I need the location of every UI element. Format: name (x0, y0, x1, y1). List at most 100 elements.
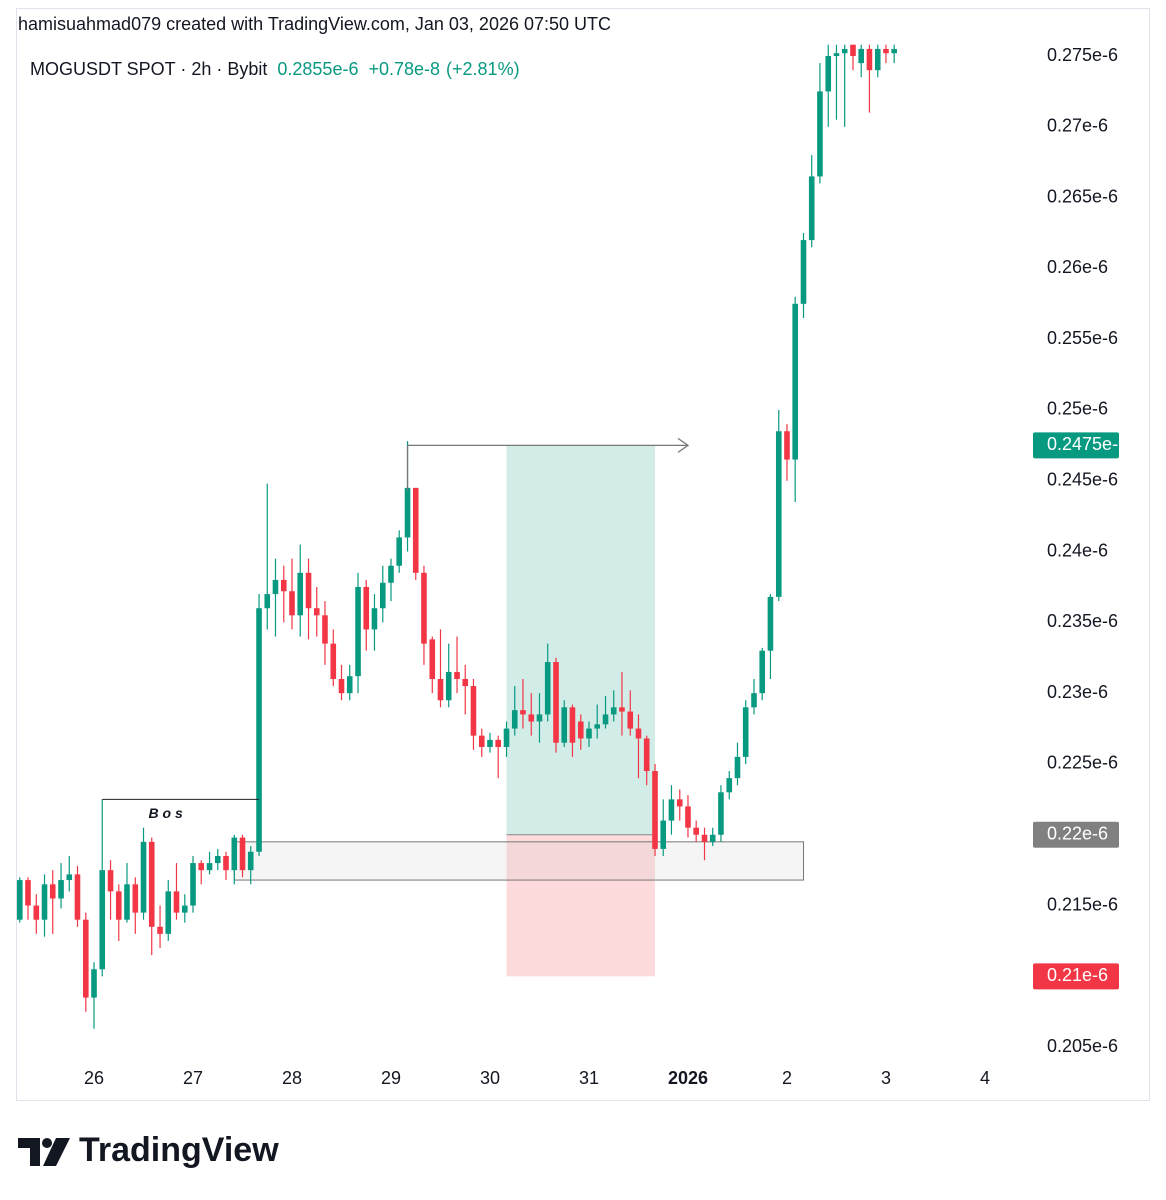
candle (445, 643, 452, 708)
candle-body (404, 487, 411, 538)
candle (569, 704, 576, 757)
candle (759, 647, 766, 701)
y-tick-label: 0.25e-6 (1047, 399, 1108, 419)
header: hamisuahmad079 created with TradingView.… (18, 14, 611, 34)
candle (792, 296, 798, 503)
candle (874, 44, 881, 78)
candle (536, 693, 543, 743)
candle-body (751, 693, 757, 708)
candle-body (528, 714, 535, 722)
candle (866, 44, 873, 113)
candle (396, 530, 403, 573)
candle-body (586, 728, 592, 739)
candle (124, 863, 130, 923)
candle-body (396, 537, 403, 566)
candle-body (561, 707, 568, 743)
candle-body (891, 48, 897, 54)
brand-logo (18, 1138, 70, 1166)
candle-body (223, 855, 229, 871)
candle-body (421, 572, 427, 644)
candle (685, 795, 691, 838)
arrow-head (677, 437, 690, 453)
candle (148, 837, 155, 956)
candle-body (874, 48, 881, 71)
price-label: 0.2475e-6 (1047, 434, 1128, 454)
candle (858, 44, 865, 78)
candle-body (817, 91, 823, 177)
candle-body (454, 671, 460, 680)
candle-body (330, 643, 337, 680)
candle (701, 827, 708, 861)
candle (247, 846, 254, 885)
candle (132, 877, 139, 934)
candle-body (759, 650, 766, 694)
candle-body (264, 594, 271, 609)
y-tick-label: 0.265e-6 (1047, 186, 1118, 206)
candle (470, 679, 477, 750)
candle-body (668, 799, 675, 821)
symbol-name: MOGUSDT SPOT · 2h · Bybit (30, 59, 267, 79)
candle (214, 848, 221, 871)
y-tick-label: 0.235e-6 (1047, 611, 1118, 631)
candle-body (25, 880, 31, 906)
candle (511, 686, 518, 736)
candle (652, 763, 658, 856)
candle (503, 721, 510, 757)
candle-body (297, 572, 304, 616)
candle-body (676, 799, 683, 807)
candle (379, 565, 386, 623)
candle (313, 586, 320, 637)
candle-body (883, 48, 889, 54)
brand: TradingView (79, 1131, 279, 1169)
candle (718, 785, 724, 842)
candle-body (627, 711, 634, 729)
candle (412, 487, 419, 580)
candle (25, 877, 31, 920)
candle (660, 799, 667, 856)
candle-body (371, 608, 378, 630)
candle-body (313, 608, 320, 616)
candle (619, 671, 625, 736)
candle-body (206, 863, 213, 871)
x-tick-label: 2 (782, 1068, 792, 1088)
candle (610, 690, 617, 722)
candle (520, 679, 526, 729)
candle (272, 558, 279, 637)
candle-body (767, 596, 774, 651)
candle-body (734, 756, 741, 779)
candle-body (643, 738, 650, 772)
candle (322, 601, 328, 665)
y-tick-label: 0.26e-6 (1047, 257, 1108, 277)
candle-body (289, 591, 295, 616)
candle-body (841, 48, 848, 54)
candle (693, 820, 699, 842)
x-tick-label: 27 (183, 1068, 203, 1088)
candle (74, 865, 81, 927)
candle (49, 870, 56, 934)
x-tick-label: 29 (381, 1068, 401, 1088)
candle (363, 579, 370, 651)
candle (767, 594, 774, 680)
candle-body (49, 884, 56, 899)
candle-body (718, 792, 724, 835)
candle-body (107, 870, 114, 892)
candle-body (239, 837, 246, 871)
candle-body (272, 579, 279, 595)
candle-body (33, 905, 40, 920)
candle-body (181, 905, 188, 913)
price-label: 0.21e-6 (1047, 965, 1108, 985)
candle (668, 785, 675, 835)
candle (825, 44, 832, 127)
candle-body (833, 53, 840, 57)
last-price: 0.2855e-6 (277, 59, 358, 79)
y-tick-label: 0.275e-6 (1047, 45, 1118, 65)
y-tick-label: 0.205e-6 (1047, 1036, 1118, 1056)
candle-body (701, 834, 708, 842)
candle-body (83, 919, 89, 998)
candle (635, 714, 642, 779)
candle (883, 44, 889, 64)
candle (190, 855, 196, 913)
logo-shape (42, 1138, 52, 1148)
candle-body (487, 739, 493, 747)
candle (742, 700, 749, 764)
